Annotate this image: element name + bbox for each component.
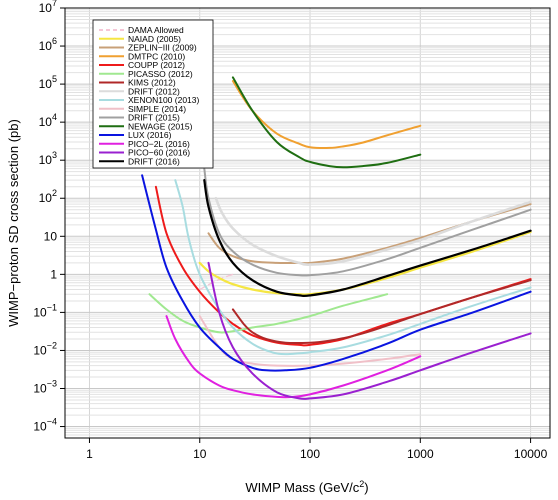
legend-label-7: DRIFT (2012)	[128, 86, 180, 96]
x-tick-label-1: 10	[193, 447, 207, 461]
y-tick-label-0: 10−4	[33, 417, 57, 434]
series-line-15	[203, 179, 532, 298]
series-line-6	[231, 279, 532, 345]
series-line-8	[174, 179, 532, 356]
plot-frame	[64, 7, 551, 439]
legend-label-15: DRIFT (2016)	[128, 156, 180, 166]
series-line-13	[165, 315, 422, 399]
legend-label-13: PICO−2L (2016)	[128, 139, 190, 149]
y-tick-label-7: 103	[39, 150, 57, 167]
y-tick-label-3: 10−1	[33, 302, 57, 319]
series-line-14	[207, 261, 532, 400]
legend-label-6: KIMS (2012)	[128, 78, 176, 88]
x-tick-label-4: 10000	[514, 447, 548, 461]
legend-label-10: DRIFT (2015)	[128, 113, 180, 123]
y-tick-label-11: 107	[39, 0, 57, 15]
series-line-5	[148, 293, 389, 334]
series-line-1	[198, 230, 532, 296]
y-axis: 10−4 10−3 10−2 10−1 1 10 102 103 104 105 106 107	[33, 0, 65, 434]
series-line-3	[231, 80, 422, 149]
y-axis-label: WIMP−proton SD cross section (pb)	[6, 119, 21, 327]
y-tick-label-8: 104	[39, 112, 57, 129]
y-tick-label-2: 10−2	[33, 340, 57, 357]
series-line-7	[214, 196, 532, 266]
legend-label-11: NEWAGE (2015)	[128, 121, 193, 131]
legend-label-5: PICASSO (2012)	[128, 69, 193, 79]
x-tick-label-3: 1000	[407, 447, 434, 461]
legend-label-0: DAMA Allowed	[128, 25, 184, 35]
x-axis-label: WIMP Mass (GeV/c2)	[245, 479, 368, 495]
series-line-11	[231, 76, 422, 169]
y-tick-label-9: 105	[39, 74, 57, 91]
legend-label-3: DMTPC (2010)	[128, 51, 185, 61]
series-line-10	[203, 167, 532, 277]
y-tick-label-10: 106	[39, 36, 57, 53]
y-tick-label-1: 10−3	[33, 378, 57, 395]
x-axis: 1 10 100 1000 10000	[86, 438, 548, 461]
legend-label-12: LUX (2016)	[128, 130, 172, 140]
legend-label-14: PICO−60 (2016)	[128, 148, 190, 158]
legend-label-8: XENON100 (2013)	[128, 95, 200, 105]
legend-label-1: NAIAD (2005)	[128, 34, 181, 44]
y-tick-label-6: 102	[39, 188, 57, 205]
legend-label-4: COUPP (2012)	[128, 60, 185, 70]
y-tick-label-5: 10	[44, 229, 58, 243]
series-lines	[141, 76, 532, 400]
x-tick-label-2: 100	[300, 447, 320, 461]
legend-label-2: ZEPLIN−III (2009)	[128, 43, 197, 53]
x-tick-label-0: 1	[86, 447, 93, 461]
series-line-12	[141, 174, 532, 372]
y-tick-label-4: 1	[50, 267, 57, 281]
legend-label-9: SIMPLE (2014)	[128, 104, 186, 114]
